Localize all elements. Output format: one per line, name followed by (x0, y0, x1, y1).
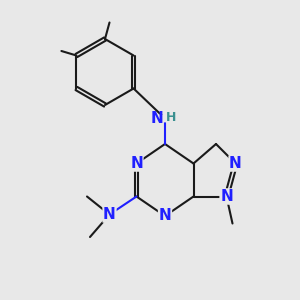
FancyBboxPatch shape (133, 160, 141, 167)
FancyBboxPatch shape (232, 160, 239, 167)
Text: N: N (130, 156, 143, 171)
Text: N: N (103, 207, 116, 222)
FancyBboxPatch shape (223, 193, 231, 200)
Text: N: N (229, 156, 242, 171)
Text: N: N (151, 111, 164, 126)
FancyBboxPatch shape (106, 211, 114, 218)
FancyBboxPatch shape (158, 115, 172, 122)
Text: N: N (220, 189, 233, 204)
Text: N: N (159, 208, 171, 224)
Text: H: H (166, 111, 177, 124)
FancyBboxPatch shape (161, 212, 169, 220)
